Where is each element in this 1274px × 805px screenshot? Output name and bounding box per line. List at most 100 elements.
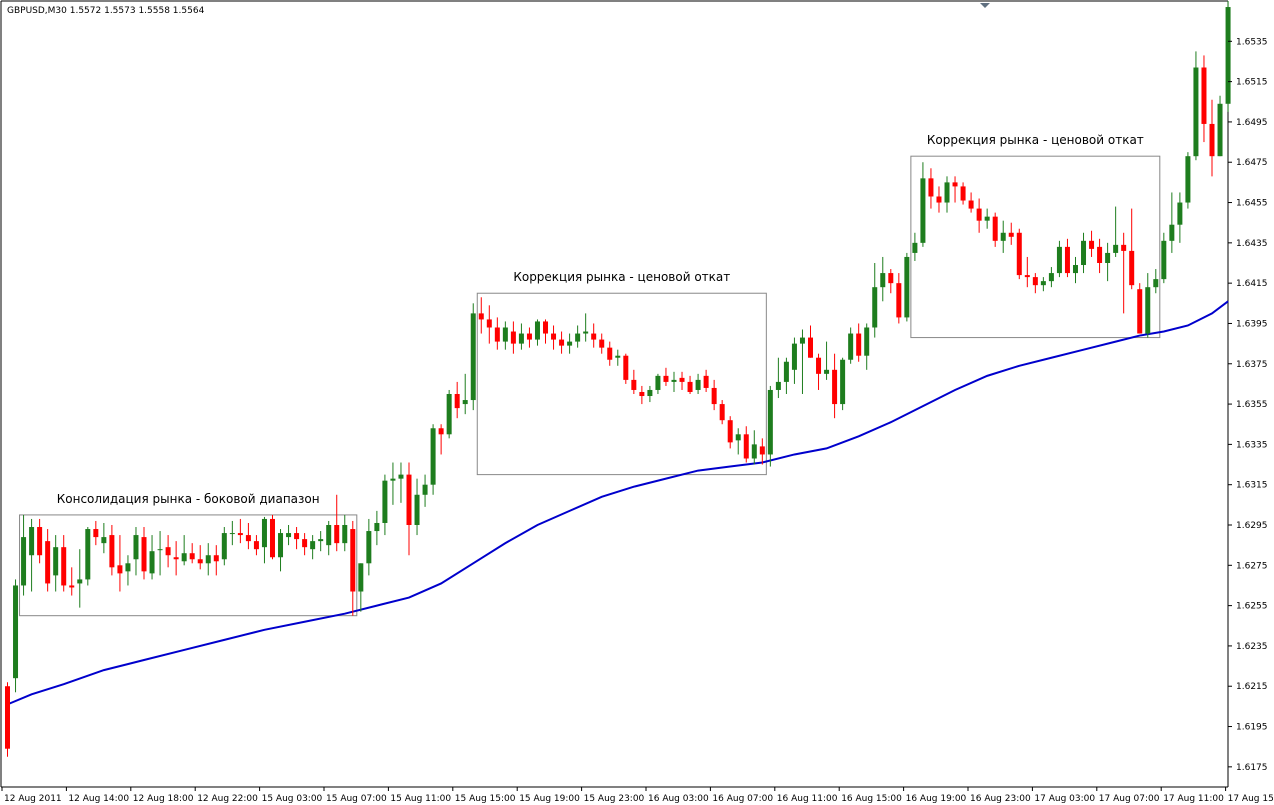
candle-body[interactable] (639, 391, 645, 397)
candle-body[interactable] (430, 428, 436, 485)
candle-body[interactable] (1185, 156, 1191, 203)
candle-body[interactable] (205, 555, 211, 564)
candle-body[interactable] (856, 333, 862, 356)
candle-body[interactable] (462, 400, 468, 405)
candle-body[interactable] (446, 394, 452, 435)
candle-body[interactable] (1113, 244, 1119, 253)
candle-body[interactable] (783, 361, 789, 382)
candle-body[interactable] (679, 377, 685, 382)
candle-body[interactable] (5, 686, 10, 749)
candle-body[interactable] (398, 474, 404, 479)
candle-body[interactable] (269, 518, 275, 558)
candle-body[interactable] (1169, 224, 1175, 241)
candle-body[interactable] (93, 529, 99, 538)
candle-body[interactable] (478, 313, 484, 320)
candle-body[interactable] (406, 474, 412, 525)
candle-body[interactable] (414, 494, 420, 525)
candle-body[interactable] (1161, 240, 1167, 280)
candle-body[interactable] (920, 178, 926, 243)
candle-body[interactable] (936, 196, 942, 203)
candle-body[interactable] (575, 333, 581, 342)
candle-body[interactable] (310, 541, 316, 550)
candle-body[interactable] (374, 522, 380, 532)
candle-body[interactable] (992, 216, 998, 241)
candle-body[interactable] (960, 186, 966, 201)
candle-body[interactable] (583, 331, 589, 334)
candle-body[interactable] (366, 531, 372, 564)
candle-body[interactable] (1153, 279, 1159, 288)
candle-body[interactable] (1105, 252, 1111, 263)
candle-body[interactable] (342, 525, 348, 544)
candle-body[interactable] (125, 563, 131, 572)
candle-body[interactable] (1225, 7, 1231, 104)
candle-body[interactable] (631, 379, 637, 390)
candle-body[interactable] (1064, 246, 1070, 274)
candle-body[interactable] (767, 389, 773, 455)
candle-body[interactable] (37, 527, 43, 556)
candle-body[interactable] (101, 537, 107, 544)
candle-body[interactable] (591, 333, 597, 340)
candle-body[interactable] (189, 553, 195, 560)
candle-body[interactable] (655, 375, 661, 390)
candle-body[interactable] (245, 535, 251, 542)
candle-body[interactable] (213, 555, 219, 562)
annotation-box[interactable] (19, 514, 358, 617)
candle-body[interactable] (454, 394, 460, 409)
candle-body[interactable] (735, 434, 741, 441)
candle-body[interactable] (85, 529, 91, 580)
candle-body[interactable] (302, 539, 308, 548)
candle-body[interactable] (326, 525, 332, 546)
candle-body[interactable] (567, 341, 573, 346)
candle-body[interactable] (13, 585, 19, 679)
candle-body[interactable] (261, 518, 267, 548)
candle-body[interactable] (824, 369, 830, 374)
candle-body[interactable] (872, 287, 878, 328)
candle-body[interactable] (1081, 240, 1087, 266)
candle-body[interactable] (952, 182, 958, 187)
candle-body[interactable] (719, 404, 725, 421)
candle-body[interactable] (751, 444, 757, 459)
candle-body[interactable] (543, 321, 549, 334)
candle-body[interactable] (390, 478, 396, 481)
candle-body[interactable] (438, 428, 444, 435)
candle-body[interactable] (510, 331, 516, 344)
candle-body[interactable] (1008, 232, 1014, 237)
candle-body[interactable] (647, 389, 653, 397)
candle-body[interactable] (912, 242, 918, 253)
candle-body[interactable] (141, 537, 147, 572)
candle-body[interactable] (808, 337, 813, 358)
candle-body[interactable] (526, 333, 532, 340)
candle-body[interactable] (117, 565, 123, 574)
candle-body[interactable] (197, 559, 203, 564)
candle-body[interactable] (229, 533, 235, 535)
candle-body[interactable] (286, 533, 292, 538)
candle-body[interactable] (727, 420, 733, 443)
candle-body[interactable] (278, 533, 284, 558)
candle-body[interactable] (832, 369, 838, 405)
annotation-box[interactable] (910, 155, 1161, 339)
candle-body[interactable] (1000, 232, 1006, 241)
candle-body[interactable] (318, 539, 324, 542)
candle-body[interactable] (253, 541, 259, 550)
candle-body[interactable] (181, 553, 187, 562)
candle-body[interactable] (29, 527, 35, 556)
candle-body[interactable] (69, 585, 75, 588)
candle-body[interactable] (599, 339, 605, 348)
candle-body[interactable] (470, 313, 476, 401)
candle-body[interactable] (294, 533, 300, 540)
candle-body[interactable] (671, 379, 677, 382)
candle-body[interactable] (928, 178, 934, 197)
candle-body[interactable] (358, 563, 364, 592)
candle-body[interactable] (1177, 202, 1183, 225)
candle-body[interactable] (502, 327, 508, 342)
candle-body[interactable] (896, 283, 902, 318)
candle-body[interactable] (976, 208, 982, 221)
candle-body[interactable] (695, 379, 701, 390)
candle-body[interactable] (904, 256, 910, 318)
candle-body[interactable] (1040, 281, 1046, 286)
candle-body[interactable] (703, 375, 709, 388)
candle-body[interactable] (45, 541, 51, 584)
candle-body[interactable] (1097, 246, 1103, 263)
candle-body[interactable] (615, 355, 621, 358)
